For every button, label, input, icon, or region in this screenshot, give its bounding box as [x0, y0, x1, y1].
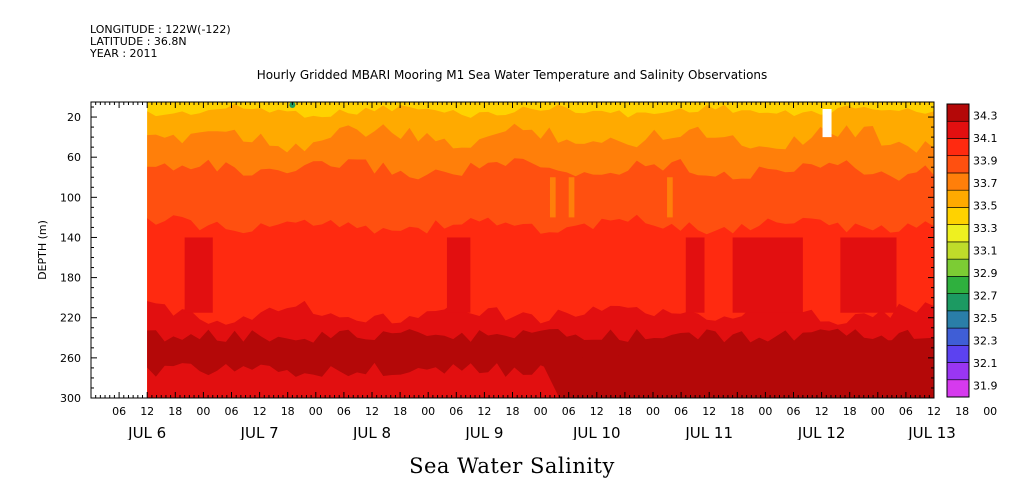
colorbar-cell — [946, 103, 970, 122]
x-tick-label: 18 — [843, 405, 857, 418]
x-tick-label: 00 — [646, 405, 660, 418]
x-tick-label: 06 — [337, 405, 351, 418]
x-tick-label: 12 — [140, 405, 154, 418]
y-tick-label: 20 — [67, 111, 81, 124]
data-gap — [822, 109, 832, 138]
colorbar-cell — [946, 224, 970, 243]
salinity-intrusion — [184, 237, 213, 313]
colorbar-cell — [946, 138, 970, 157]
variable-title: Sea Water Salinity — [409, 454, 615, 478]
colorbar-label: 33.1 — [973, 245, 998, 258]
colorbar-label: 34.3 — [973, 109, 998, 122]
x-tick-label: 06 — [674, 405, 688, 418]
colorbar-cell — [946, 327, 970, 346]
x-tick-label: 06 — [449, 405, 463, 418]
colorbar-label: 32.9 — [973, 267, 998, 280]
salinity-intrusion — [446, 237, 471, 313]
x-tick-label: 12 — [927, 405, 941, 418]
salinity-intrusion — [840, 237, 897, 313]
y-tick-label: 60 — [67, 151, 81, 164]
x-tick-label: 06 — [899, 405, 913, 418]
x-tick-label: 00 — [758, 405, 772, 418]
x-tick-label: 18 — [618, 405, 632, 418]
colorbar-label: 32.1 — [973, 357, 998, 370]
colorbar-cell — [946, 310, 970, 329]
x-tick-label: 06 — [225, 405, 239, 418]
colorbar-cell — [946, 120, 970, 139]
colorbar-label: 32.5 — [973, 312, 998, 325]
x-tick-label: 06 — [787, 405, 801, 418]
colorbar-cell — [946, 293, 970, 312]
colorbar-label: 34.1 — [973, 132, 998, 145]
x-day-label: JUL 10 — [572, 424, 621, 440]
salinity-deep-extension — [540, 337, 934, 398]
x-tick-label: 18 — [506, 405, 520, 418]
y-tick-label: 180 — [60, 272, 81, 285]
x-tick-label: 00 — [534, 405, 548, 418]
x-day-label: JUL 9 — [464, 424, 503, 440]
x-tick-label: 12 — [477, 405, 491, 418]
colorbar-cell — [946, 344, 970, 363]
x-tick-label: 12 — [590, 405, 604, 418]
y-tick-label: 100 — [60, 191, 81, 204]
latitude-label: LATITUDE : 36.8N — [90, 35, 187, 48]
colorbar-label: 32.7 — [973, 290, 998, 303]
y-tick-label: 300 — [60, 392, 81, 405]
longitude-label: LONGITUDE : 122W(-122) — [90, 23, 231, 36]
colorbar-cell — [946, 189, 970, 208]
colorbar-cell — [946, 207, 970, 225]
salinity-intrusion — [732, 237, 803, 313]
x-tick-label: 00 — [421, 405, 435, 418]
x-day-label: JUL 13 — [907, 424, 956, 440]
x-tick-label: 00 — [983, 405, 997, 418]
colorbar-cell — [946, 258, 970, 277]
colorbar-label: 33.5 — [973, 199, 998, 212]
colorbar-label: 32.3 — [973, 335, 998, 348]
salinity-streak — [549, 177, 556, 218]
x-tick-label: 06 — [112, 405, 126, 418]
x-tick-label: 00 — [196, 405, 210, 418]
chart-title: Hourly Gridded MBARI Mooring M1 Sea Wate… — [256, 68, 768, 82]
salinity-streak — [667, 177, 673, 218]
x-tick-label: 12 — [365, 405, 379, 418]
y-tick-label: 260 — [60, 352, 81, 365]
x-tick-label: 18 — [955, 405, 969, 418]
x-day-label: JUL 11 — [684, 424, 733, 440]
salinity-streak — [568, 177, 575, 218]
colorbar-cell — [946, 155, 970, 174]
colorbar-cell — [946, 379, 970, 398]
y-axis-label: DEPTH (m) — [36, 220, 49, 280]
salinity-chart: 06 12 18 00 06 12 18 00 06 12 18 00 06 12 18 00 06 12 18 00… — [36, 101, 998, 440]
colorbar-label: 33.9 — [973, 154, 998, 167]
x-day-label: JUL 6 — [127, 424, 166, 440]
x-tick-label: 12 — [253, 405, 267, 418]
x-tick-label: 06 — [562, 405, 576, 418]
x-tick-label: 00 — [871, 405, 885, 418]
salinity-intrusion — [685, 237, 705, 313]
colorbar-cell — [946, 172, 970, 191]
x-tick-label: 00 — [309, 405, 323, 418]
y-tick-label: 140 — [60, 231, 81, 244]
x-day-label: JUL 7 — [240, 424, 279, 440]
x-tick-label: 12 — [702, 405, 716, 418]
year-label: YEAR : 2011 — [90, 47, 158, 60]
x-tick-label: 18 — [730, 405, 744, 418]
x-day-label: JUL 8 — [352, 424, 391, 440]
x-day-label: JUL 12 — [797, 424, 846, 440]
x-tick-label: 12 — [815, 405, 829, 418]
x-tick-label: 18 — [281, 405, 295, 418]
colorbar-cell — [946, 362, 970, 381]
location-metadata: LONGITUDE : 122W(-122) LATITUDE : 36.8N … — [90, 24, 231, 60]
x-tick-label: 18 — [393, 405, 407, 418]
colorbar-frame — [946, 103, 970, 398]
colorbar-cell — [946, 276, 970, 294]
y-tick-label: 220 — [60, 312, 81, 325]
colorbar-label: 33.7 — [973, 177, 998, 190]
colorbar-label: 31.9 — [973, 380, 998, 393]
colorbar-cell — [946, 241, 970, 260]
colorbar-label: 33.3 — [973, 222, 998, 235]
x-tick-label: 18 — [168, 405, 182, 418]
